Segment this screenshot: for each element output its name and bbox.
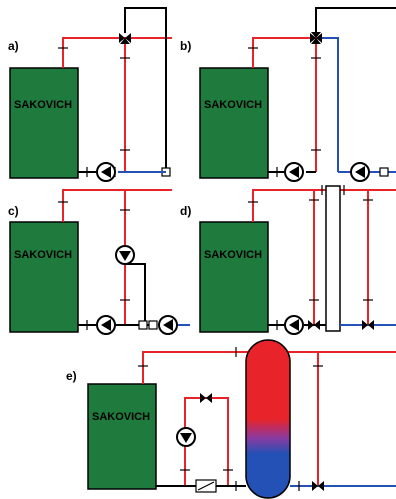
pump-b-1-arrow: [289, 166, 299, 178]
valve-e-1a: [200, 393, 206, 403]
storage-tank: [245, 339, 291, 499]
boiler-brand-e: SAKOVICH: [92, 411, 150, 423]
boiler-brand-d: SAKOVICH: [204, 249, 262, 261]
valve-a-down: [120, 38, 130, 44]
valve-d-2b: [368, 320, 374, 330]
valve-d-2a: [362, 320, 368, 330]
supply-pipe-b: [252, 37, 316, 68]
supply-pipe-a: [62, 37, 172, 68]
external-loop-a: [124, 7, 167, 170]
valve-b-right: [316, 33, 322, 43]
boiler-d: [199, 221, 269, 333]
panel-e: e) SAKOVICH: [66, 339, 396, 499]
external-loop-b-top: [315, 7, 396, 32]
pump-c-bypass-arrow: [119, 251, 131, 261]
panel-c: c) SAKOVICH: [8, 189, 190, 335]
boiler-a: [9, 67, 79, 179]
supply-pipe-c: [62, 189, 172, 222]
connector-c-1: [138, 320, 148, 330]
panel-label-c: c): [8, 204, 19, 218]
valve-e-2a: [312, 481, 318, 491]
boiler-brand-a: SAKOVICH: [14, 99, 72, 111]
panel-label-d: d): [180, 204, 191, 218]
pump-e-arrow: [180, 433, 192, 443]
return-line-b: [322, 37, 339, 172]
connector-c-2: [148, 320, 158, 330]
bypass-line-c: [125, 263, 146, 325]
boiler-brand-c: SAKOVICH: [14, 249, 72, 261]
valve-b-down: [311, 38, 321, 44]
supply-pipe-e: [142, 351, 396, 384]
supply-pipe-d: [252, 189, 396, 222]
valve-a-left: [119, 33, 125, 43]
pump-d-arrow: [289, 319, 299, 331]
boiler-b: [199, 67, 269, 179]
connector-b: [379, 167, 389, 177]
panel-label-b: b): [180, 39, 191, 53]
panel-b: b) SAKOVICH: [180, 7, 396, 182]
pump-c-1-arrow: [101, 319, 111, 331]
pump-b-2-arrow: [355, 166, 365, 178]
pump-a-arrow: [101, 166, 111, 178]
valve-e-2b: [318, 481, 324, 491]
valve-d-1b: [314, 320, 320, 330]
valve-a-right: [125, 33, 131, 43]
boiler-c: [9, 221, 79, 333]
boiler-brand-b: SAKOVICH: [204, 99, 262, 111]
mixing-valve-e-mark: [197, 481, 215, 491]
valve-e-1b: [206, 393, 212, 403]
valve-b-left: [310, 33, 316, 43]
pump-c-2-arrow: [163, 319, 173, 331]
panel-d: d) SAKOVICH: [180, 185, 396, 335]
hydraulic-separator: [325, 185, 341, 332]
panel-a: a) SAKOVICH: [8, 7, 172, 182]
boiler-e: [87, 383, 157, 490]
panel-label-a: a): [8, 39, 19, 53]
valve-b-up: [311, 32, 321, 38]
panel-label-e: e): [66, 369, 77, 383]
valve-d-1a: [308, 320, 314, 330]
